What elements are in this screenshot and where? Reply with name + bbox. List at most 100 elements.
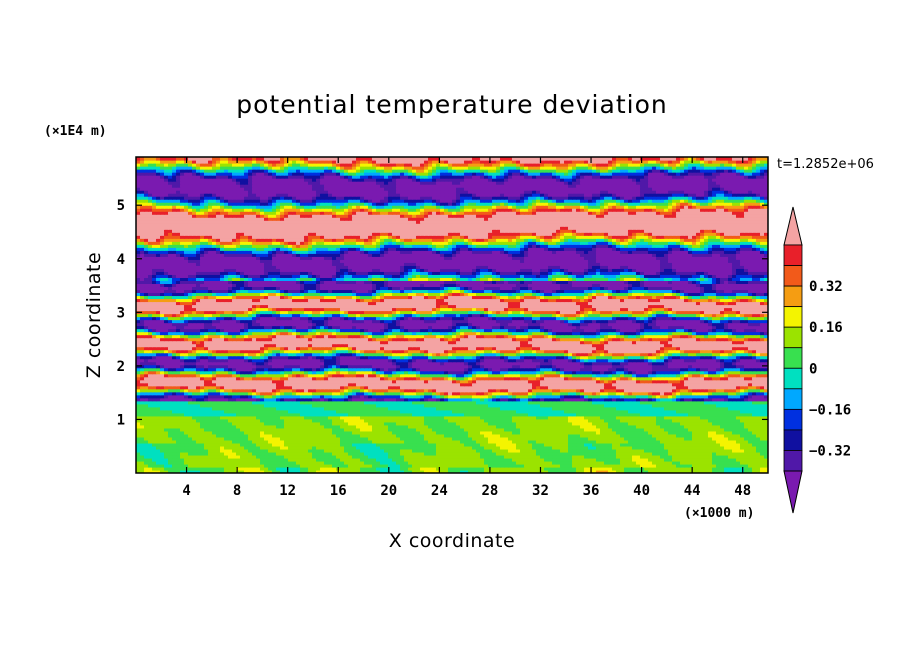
contour-cell	[408, 457, 413, 462]
contour-cell	[612, 412, 617, 417]
contour-cell	[296, 412, 301, 417]
contour-cell	[148, 388, 153, 393]
contour-cell	[588, 451, 593, 456]
contour-cell	[356, 394, 361, 399]
contour-cell	[256, 466, 261, 471]
contour-cell	[204, 388, 209, 393]
contour-cell	[524, 427, 529, 432]
contour-cell	[484, 421, 489, 426]
contour-cell	[660, 397, 665, 402]
contour-cell	[300, 382, 305, 387]
contour-cell	[448, 412, 453, 417]
contour-cell	[488, 376, 493, 381]
contour-cell	[696, 412, 701, 417]
contour-cell	[692, 418, 697, 423]
contour-cell	[548, 418, 553, 423]
contour-cell	[600, 385, 605, 390]
contour-cell	[220, 466, 225, 471]
contour-cell	[720, 433, 725, 438]
contour-cell	[172, 394, 177, 399]
contour-cell	[384, 445, 389, 450]
contour-cell	[448, 433, 453, 438]
contour-cell	[492, 442, 497, 447]
contour-cell	[684, 454, 689, 459]
contour-cell	[232, 421, 237, 426]
contour-cell	[656, 385, 661, 390]
contour-cell	[568, 385, 573, 390]
contour-cell	[220, 460, 225, 465]
contour-cell	[544, 424, 549, 429]
contour-cell	[692, 466, 697, 471]
contour-cell	[544, 442, 549, 447]
contour-cell	[380, 424, 385, 429]
contour-cell	[208, 391, 213, 396]
contour-cell	[192, 388, 197, 393]
contour-cell	[344, 460, 349, 465]
contour-cell	[420, 460, 425, 465]
contour-cell	[588, 385, 593, 390]
contour-cell	[752, 415, 757, 420]
contour-cell	[244, 454, 249, 459]
contour-cell	[236, 469, 241, 473]
contour-cell	[572, 451, 577, 456]
contour-cell	[272, 442, 277, 447]
contour-cell	[608, 421, 613, 426]
contour-cell	[536, 460, 541, 465]
contour-cell	[400, 460, 405, 465]
contour-cell	[148, 451, 153, 456]
contour-cell	[712, 424, 717, 429]
contour-cell	[208, 418, 213, 423]
contour-cell	[420, 445, 425, 450]
contour-cell	[260, 394, 265, 399]
contour-cell	[212, 397, 217, 402]
contour-cell	[248, 385, 253, 390]
contour-cell	[200, 385, 205, 390]
contour-cell	[228, 397, 233, 402]
contour-cell	[352, 451, 357, 456]
contour-cell	[368, 430, 373, 435]
contour-cell	[156, 391, 161, 396]
contour-cell	[464, 397, 469, 402]
contour-cell	[224, 385, 229, 390]
contour-cell	[520, 436, 525, 441]
contour-cell	[136, 439, 141, 444]
contour-cell	[584, 397, 589, 402]
contour-cell	[236, 460, 241, 465]
contour-cell	[320, 409, 325, 414]
contour-cell	[624, 409, 629, 414]
contour-cell	[652, 379, 657, 384]
contour-cell	[224, 379, 229, 384]
contour-cell	[732, 409, 737, 414]
contour-cell	[636, 451, 641, 456]
contour-cell	[364, 376, 369, 381]
contour-cell	[704, 442, 709, 447]
contour-cell	[164, 403, 169, 408]
contour-cell	[292, 463, 297, 468]
contour-cell	[296, 454, 301, 459]
contour-cell	[736, 466, 741, 471]
contour-cell	[628, 424, 633, 429]
contour-cell	[572, 433, 577, 438]
contour-cell	[156, 439, 161, 444]
contour-cell	[732, 397, 737, 402]
contour-cell	[464, 376, 469, 381]
contour-cell	[376, 388, 381, 393]
contour-cell	[684, 379, 689, 384]
contour-cell	[224, 391, 229, 396]
contour-cell	[468, 388, 473, 393]
contour-cell	[432, 442, 437, 447]
contour-cell	[352, 418, 357, 423]
contour-cell	[144, 430, 149, 435]
contour-cell	[588, 424, 593, 429]
contour-cell	[676, 418, 681, 423]
contour-cell	[304, 445, 309, 450]
contour-cell	[452, 391, 457, 396]
contour-cell	[720, 400, 725, 405]
contour-cell	[620, 406, 625, 411]
contour-cell	[232, 451, 237, 456]
contour-cell	[496, 382, 501, 387]
contour-cell	[764, 397, 768, 402]
contour-cell	[696, 379, 701, 384]
contour-cell	[720, 460, 725, 465]
contour-cell	[404, 388, 409, 393]
